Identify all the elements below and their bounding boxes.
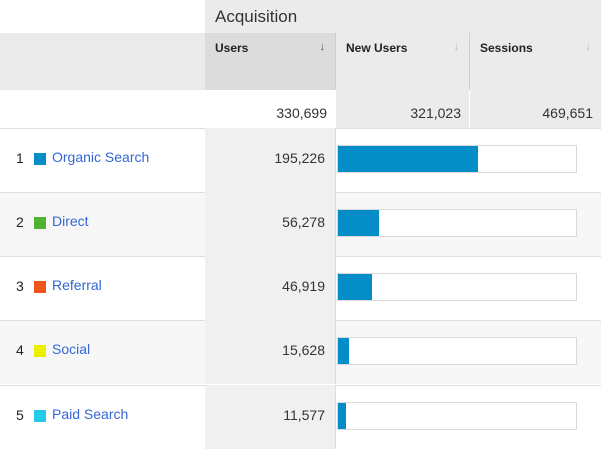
- column-divider: [335, 256, 336, 320]
- users-value: 56,278: [282, 214, 325, 230]
- new-users-total: 321,023: [336, 90, 469, 128]
- users-cell: 56,278: [205, 192, 335, 256]
- group-header-row: Acquisition: [0, 0, 601, 33]
- column-divider: [335, 192, 336, 256]
- channel-link[interactable]: Social: [52, 341, 91, 357]
- users-cell: 15,628: [205, 320, 335, 384]
- column-divider: [469, 33, 470, 90]
- row-dimension-cell: 4 Social: [0, 320, 205, 384]
- totals-row: 330,699 321,023 469,651: [0, 90, 601, 128]
- row-rank: 5: [16, 407, 24, 423]
- users-share-bar-track: [337, 402, 577, 430]
- users-share-bar-fill: [338, 403, 346, 429]
- sessions-header-label: Sessions: [480, 41, 533, 55]
- column-divider: [335, 385, 336, 449]
- table-row: 5 Paid Search 11,577: [0, 385, 601, 449]
- users-cell: 11,577: [205, 385, 335, 449]
- sessions-column-header[interactable]: Sessions ↓: [470, 33, 601, 90]
- sort-arrow-icon[interactable]: ↓: [453, 41, 460, 53]
- users-total: 330,699: [205, 90, 335, 128]
- table-row: 1 Organic Search 195,226: [0, 128, 601, 192]
- row-rank: 3: [16, 278, 24, 294]
- channel-link[interactable]: Organic Search: [52, 149, 150, 165]
- sessions-total: 469,651: [470, 90, 601, 128]
- metric-header-row: Users ↓ New Users ↓ Sessions ↓: [0, 33, 601, 90]
- channel-link[interactable]: Referral: [52, 277, 102, 293]
- users-share-bar-track: [337, 145, 577, 173]
- channel-color-swatch: [34, 217, 46, 229]
- group-header-spacer: [0, 0, 205, 33]
- users-share-bar-fill: [338, 146, 478, 172]
- column-divider: [335, 33, 336, 90]
- channel-color-swatch: [34, 345, 46, 357]
- channel-link[interactable]: Direct: [52, 213, 89, 229]
- table-row: 2 Direct 56,278: [0, 192, 601, 256]
- channel-color-swatch: [34, 153, 46, 165]
- users-value: 46,919: [282, 278, 325, 294]
- row-dimension-cell: 2 Direct: [0, 192, 205, 256]
- sort-arrow-icon[interactable]: ↓: [585, 41, 592, 53]
- users-value: 15,628: [282, 342, 325, 358]
- users-cell: 195,226: [205, 128, 335, 192]
- sort-arrow-icon[interactable]: ↓: [319, 41, 326, 53]
- row-dimension-cell: 1 Organic Search: [0, 128, 205, 192]
- users-cell: 46,919: [205, 256, 335, 320]
- new-users-column-header[interactable]: New Users ↓: [336, 33, 469, 90]
- users-value: 11,577: [283, 407, 325, 423]
- column-divider: [335, 128, 336, 192]
- channel-link[interactable]: Paid Search: [52, 406, 129, 422]
- metric-header-spacer: [0, 33, 205, 90]
- new-users-header-label: New Users: [346, 41, 408, 55]
- row-rank: 4: [16, 342, 24, 358]
- table-row: 4 Social 15,628: [0, 320, 601, 384]
- row-rank: 2: [16, 214, 24, 230]
- users-share-bar-track: [337, 337, 577, 365]
- users-share-bar-fill: [338, 210, 379, 236]
- group-label-acquisition: Acquisition: [205, 0, 601, 33]
- users-share-bar-fill: [338, 338, 349, 364]
- users-header-label: Users: [215, 41, 249, 55]
- table-row: 3 Referral 46,919: [0, 256, 601, 320]
- row-dimension-cell: 5 Paid Search: [0, 385, 205, 449]
- users-share-bar-track: [337, 273, 577, 301]
- users-share-bar-track: [337, 209, 577, 237]
- row-dimension-cell: 3 Referral: [0, 256, 205, 320]
- totals-spacer: [0, 90, 205, 128]
- users-value: 195,226: [274, 150, 325, 166]
- row-rank: 1: [16, 150, 24, 166]
- users-column-header[interactable]: Users ↓: [205, 33, 335, 90]
- channel-color-swatch: [34, 410, 46, 422]
- channel-color-swatch: [34, 281, 46, 293]
- column-divider: [335, 320, 336, 384]
- users-share-bar-fill: [338, 274, 372, 300]
